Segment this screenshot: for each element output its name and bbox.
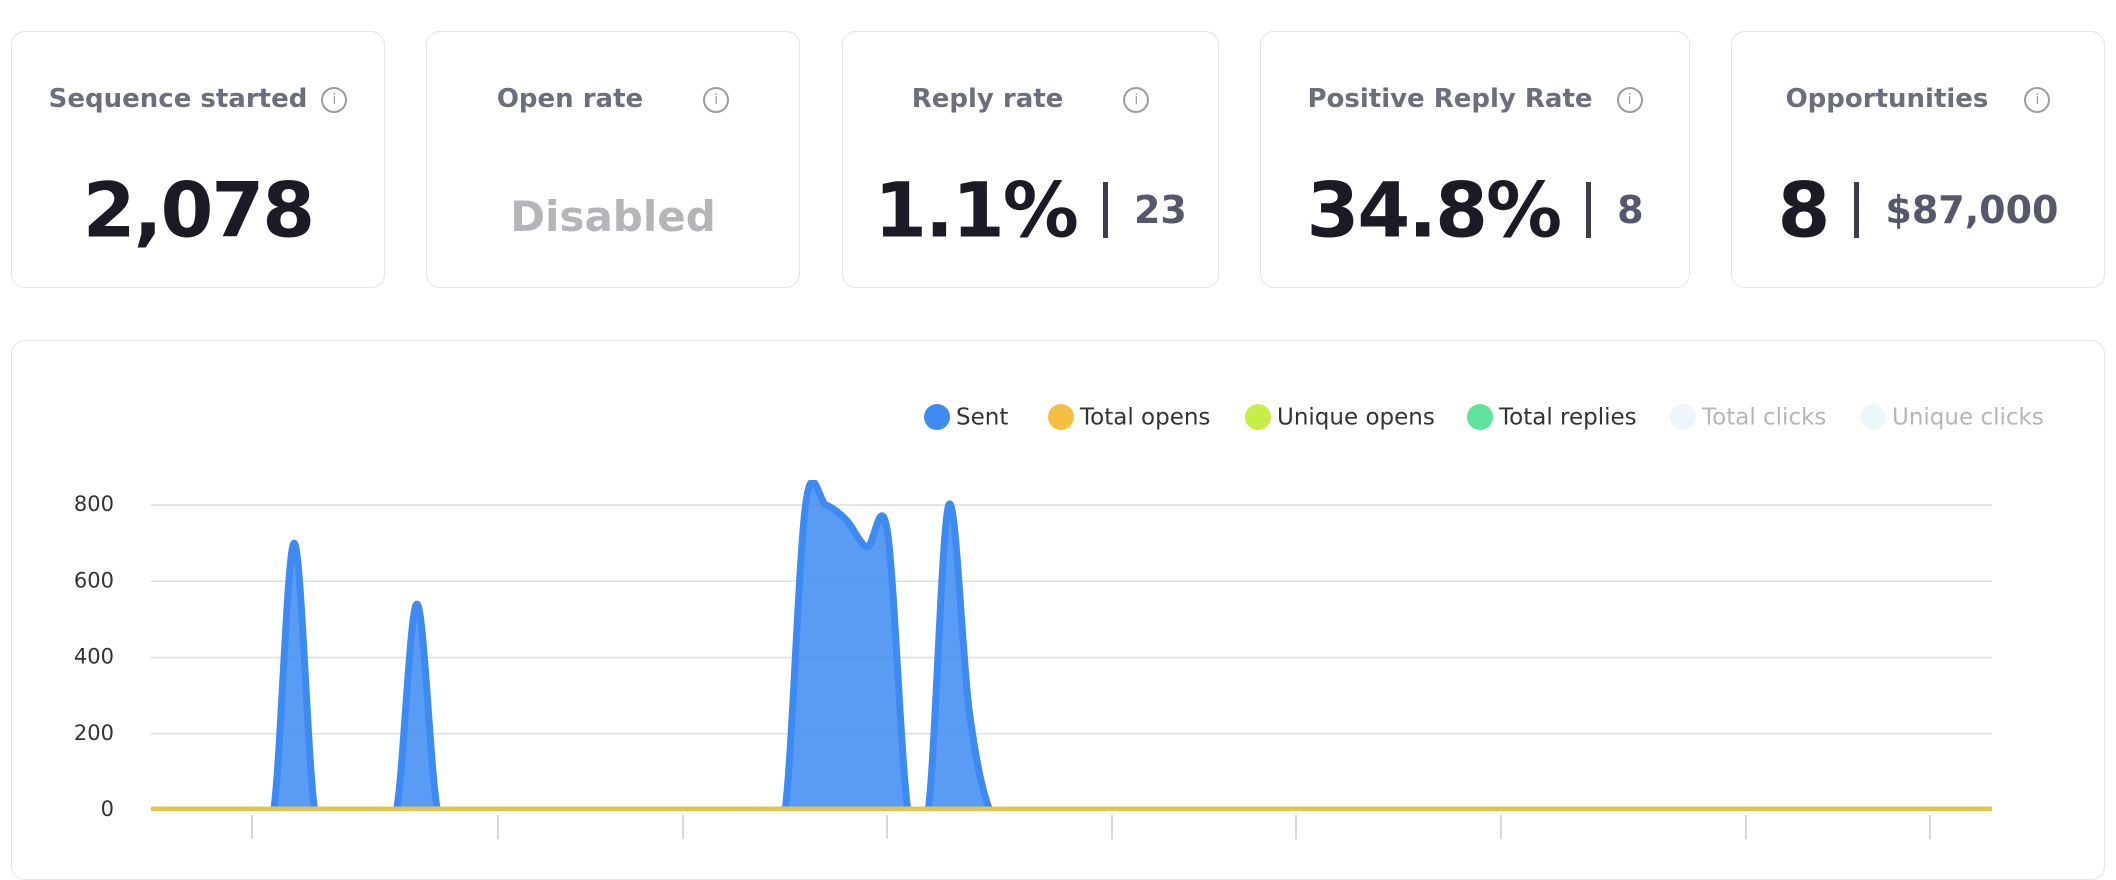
legend-marker [924, 404, 950, 430]
card-title-text: Positive Reply Rate [1307, 84, 1593, 114]
stat-card: Opportunities i 8 $87,000 [1731, 31, 2105, 288]
x-axis-ticks [251, 815, 1931, 839]
card-title-text: Sequence started [48, 84, 308, 114]
divider [1586, 182, 1592, 238]
card-value-text: 2,078 [82, 165, 315, 255]
card-value: 2,078 [12, 160, 384, 255]
card-value-text: 8 [1777, 165, 1831, 255]
page: Sequence started i 2,078 Open rate i Disab… [11, 31, 2105, 880]
y-tick-label: 600 [74, 568, 114, 592]
legend-label[interactable]: Total opens [1079, 405, 1210, 431]
y-tick-label: 200 [74, 721, 114, 745]
divider [1854, 182, 1860, 238]
stat-card: Reply rate i 1.1% 23 [842, 31, 1219, 288]
card-title-text: Opportunities [1785, 84, 1989, 114]
info-icon[interactable]: i [1616, 86, 1643, 113]
legend-marker [1670, 404, 1696, 430]
card-secondary: 23 [1133, 188, 1187, 232]
plot-area [151, 480, 1992, 811]
card-title-text: Open rate [496, 84, 644, 114]
y-tick-label: 800 [74, 492, 114, 516]
card-value-text: 34.8% [1306, 165, 1562, 255]
divider [1102, 182, 1108, 238]
card-title-text: Reply rate [911, 84, 1064, 114]
card-title: Sequence started i [12, 84, 384, 114]
legend-marker [1467, 404, 1493, 430]
card-value: Disabled [427, 192, 799, 241]
card-value-text: 1.1% [874, 165, 1079, 255]
legend-marker [1860, 404, 1886, 430]
card-title: Open rate i [427, 84, 799, 114]
info-icon[interactable]: i [321, 86, 348, 113]
card-title: Opportunities i [1732, 84, 2104, 114]
y-tick-label: 0 [101, 797, 114, 821]
card-title: Positive Reply Rate i [1261, 84, 1689, 114]
info-icon[interactable]: i [703, 86, 730, 113]
chart: 0 200 400 600 800 Sent Total opens Unique opens… [74, 404, 2044, 839]
card-value: 34.8% 8 [1261, 160, 1689, 255]
legend-label[interactable]: Total clicks [1701, 405, 1826, 431]
legend-marker [1048, 404, 1074, 430]
card-value-text: Disabled [510, 192, 716, 241]
info-icon[interactable]: i [1123, 86, 1150, 113]
y-tick-label: 400 [74, 645, 114, 669]
stat-card: Sequence started i 2,078 [11, 31, 385, 288]
card-secondary: $87,000 [1885, 188, 2059, 232]
card-value: 1.1% 23 [843, 160, 1218, 255]
legend-label[interactable]: Unique clicks [1892, 405, 2044, 431]
card-title: Reply rate i [843, 84, 1218, 114]
card-secondary: 8 [1617, 188, 1644, 232]
legend-label[interactable]: Unique opens [1277, 405, 1435, 431]
legend-marker [1245, 404, 1271, 430]
stat-card: Positive Reply Rate i 34.8% 8 [1260, 31, 1690, 288]
info-icon[interactable]: i [2024, 86, 2051, 113]
legend-label[interactable]: Sent [956, 405, 1008, 431]
stat-card: Open rate i Disabled [426, 31, 800, 288]
legend-label[interactable]: Total replies [1498, 405, 1637, 431]
card-value: 8 $87,000 [1732, 160, 2104, 255]
